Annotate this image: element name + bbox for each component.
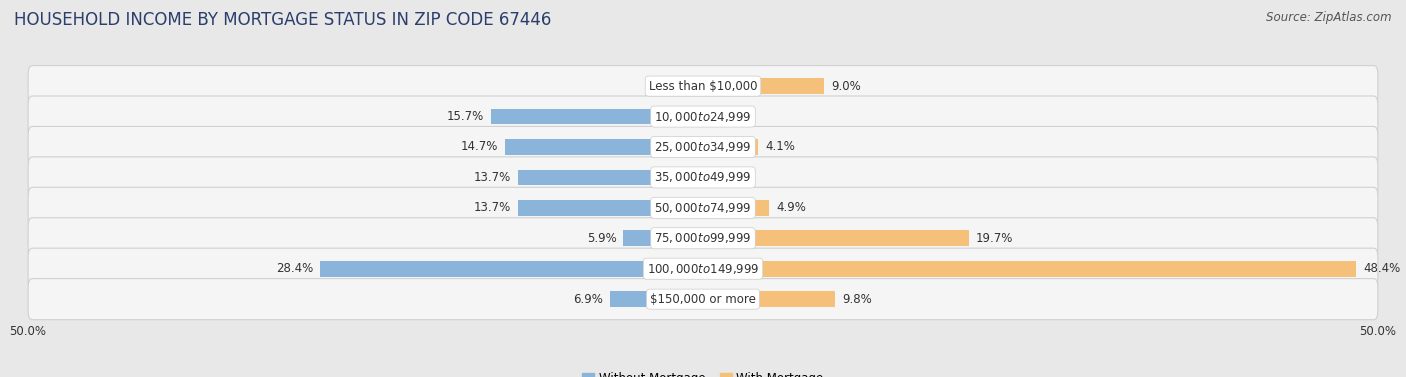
Bar <box>319 261 703 277</box>
Text: HOUSEHOLD INCOME BY MORTGAGE STATUS IN ZIP CODE 67446: HOUSEHOLD INCOME BY MORTGAGE STATUS IN Z… <box>14 11 551 29</box>
Bar <box>505 139 703 155</box>
Text: 9.8%: 9.8% <box>842 293 872 306</box>
Text: $100,000 to $149,999: $100,000 to $149,999 <box>647 262 759 276</box>
Text: 13.7%: 13.7% <box>474 201 512 215</box>
FancyBboxPatch shape <box>28 187 1378 228</box>
Text: $25,000 to $34,999: $25,000 to $34,999 <box>654 140 752 154</box>
Text: 5.9%: 5.9% <box>586 232 617 245</box>
Bar <box>517 200 703 216</box>
Text: Source: ZipAtlas.com: Source: ZipAtlas.com <box>1267 11 1392 24</box>
Bar <box>703 78 824 94</box>
Text: $150,000 or more: $150,000 or more <box>650 293 756 306</box>
Legend: Without Mortgage, With Mortgage: Without Mortgage, With Mortgage <box>582 372 824 377</box>
FancyBboxPatch shape <box>28 96 1378 137</box>
FancyBboxPatch shape <box>28 66 1378 107</box>
Bar <box>623 230 703 246</box>
Text: $75,000 to $99,999: $75,000 to $99,999 <box>654 231 752 245</box>
Text: 13.7%: 13.7% <box>474 171 512 184</box>
FancyBboxPatch shape <box>28 279 1378 320</box>
Text: $10,000 to $24,999: $10,000 to $24,999 <box>654 110 752 124</box>
Bar <box>703 200 769 216</box>
Text: $50,000 to $74,999: $50,000 to $74,999 <box>654 201 752 215</box>
FancyBboxPatch shape <box>28 157 1378 198</box>
Text: 4.9%: 4.9% <box>776 201 806 215</box>
Text: 9.0%: 9.0% <box>831 80 860 93</box>
Text: 19.7%: 19.7% <box>976 232 1014 245</box>
Text: Less than $10,000: Less than $10,000 <box>648 80 758 93</box>
Text: 0.0%: 0.0% <box>710 110 740 123</box>
Bar <box>703 139 758 155</box>
Text: 6.9%: 6.9% <box>574 293 603 306</box>
Bar <box>517 170 703 185</box>
Bar <box>703 291 835 307</box>
Text: 14.7%: 14.7% <box>460 141 498 153</box>
Text: 48.4%: 48.4% <box>1362 262 1400 275</box>
FancyBboxPatch shape <box>28 218 1378 259</box>
Text: 0.98%: 0.98% <box>645 80 683 93</box>
FancyBboxPatch shape <box>28 126 1378 167</box>
Text: 28.4%: 28.4% <box>276 262 314 275</box>
FancyBboxPatch shape <box>28 248 1378 289</box>
Text: 0.0%: 0.0% <box>710 171 740 184</box>
Bar <box>610 291 703 307</box>
Bar <box>491 109 703 124</box>
Bar <box>703 230 969 246</box>
Text: 4.1%: 4.1% <box>765 141 794 153</box>
Text: 15.7%: 15.7% <box>447 110 484 123</box>
Bar <box>690 78 703 94</box>
Text: $35,000 to $49,999: $35,000 to $49,999 <box>654 170 752 184</box>
Bar <box>703 261 1357 277</box>
